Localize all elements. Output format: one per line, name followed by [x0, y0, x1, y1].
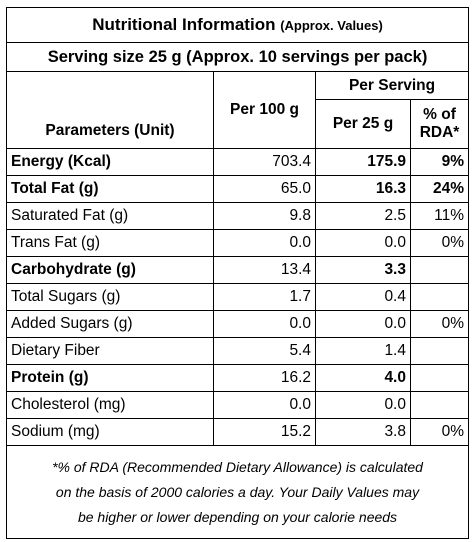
parameter: Dietary Fiber [6, 337, 214, 365]
per-100-value: 13.4 [213, 256, 316, 284]
per-25-value: 16.3 [315, 175, 411, 203]
footnote-line: on the basis of 2000 calories a day. You… [55, 483, 420, 500]
table-row: Protein (g) 16.2 4.0 [6, 364, 470, 392]
rda-header-bottom: RDA* [419, 124, 460, 141]
table-row: Sodium (mg) 15.2 3.8 0% [6, 418, 470, 446]
per-100-value: 5.4 [213, 337, 316, 365]
table-row: Total Sugars (g) 1.7 0.4 [6, 283, 470, 311]
per-100-value: 15.2 [213, 418, 316, 446]
rda-value: 0% [409, 229, 470, 257]
parameter: Energy (Kcal) [6, 148, 214, 176]
per-25-value: 4.0 [315, 364, 411, 392]
parameter: Total Fat (g) [6, 175, 214, 203]
serving-size: Serving size 25 g (Approx. 10 servings p… [5, 42, 470, 72]
footnote-row: *% of RDA (Recommended Dietary Allowance… [5, 445, 470, 539]
table-row: Energy (Kcal) 703.4 175.9 9% [6, 148, 470, 176]
table-row: Added Sugars (g) 0.0 0.0 0% [6, 310, 470, 338]
table-row: Carbohydrate (g) 13.4 3.3 [6, 256, 470, 284]
per-serving-header: Per Serving [314, 71, 470, 100]
per-25-value: 1.4 [315, 337, 411, 365]
rda-value [409, 256, 470, 284]
per-100-value: 0.0 [213, 229, 316, 257]
rda-value: 9% [409, 148, 470, 176]
parameters-header: Parameters (Unit) [6, 71, 214, 149]
parameter: Total Sugars (g) [6, 283, 214, 311]
parameter: Saturated Fat (g) [6, 202, 214, 230]
rda-value [409, 391, 470, 419]
per-100-value: 703.4 [213, 148, 316, 176]
per-100-value: 0.0 [213, 391, 316, 419]
per-100-header: Per 100 g [213, 71, 316, 149]
table-row: Trans Fat (g) 0.0 0.0 0% [6, 229, 470, 257]
per-25-value: 2.5 [315, 202, 411, 230]
per-100-value: 65.0 [213, 175, 316, 203]
title: Nutritional Information [92, 14, 276, 34]
parameter: Added Sugars (g) [6, 310, 214, 338]
per-25-value: 3.3 [315, 256, 411, 284]
rda-value [409, 337, 470, 365]
title-note: (Approx. Values) [280, 17, 383, 33]
table-row: Total Fat (g) 65.0 16.3 24% [6, 175, 470, 203]
per-25-value: 0.4 [315, 283, 411, 311]
rda-value: 24% [409, 175, 470, 203]
title-cell: Nutritional Information (Approx. Values) [5, 7, 470, 43]
per-25-value: 0.0 [315, 310, 411, 338]
per-25-header: Per 25 g [315, 99, 411, 149]
rda-value: 0% [409, 310, 470, 338]
per-100-value: 16.2 [213, 364, 316, 392]
rda-value [409, 364, 470, 392]
parameter: Carbohydrate (g) [6, 256, 214, 284]
rda-value [409, 283, 470, 311]
footnote-line: *% of RDA (Recommended Dietary Allowance… [52, 458, 423, 475]
per-25-value: 175.9 [315, 148, 411, 176]
nutrition-table: Nutritional Information (Approx. Values)… [5, 7, 470, 539]
parameter: Trans Fat (g) [6, 229, 214, 257]
rda-value: 0% [409, 418, 470, 446]
per-25-value: 0.0 [315, 391, 411, 419]
per-25-value: 0.0 [315, 229, 411, 257]
per-100-value: 1.7 [213, 283, 316, 311]
parameter: Sodium (mg) [6, 418, 214, 446]
table-row: Cholesterol (mg) 0.0 0.0 [6, 391, 470, 419]
footnote-line: be higher or lower depending on your cal… [77, 508, 398, 525]
table-row: Saturated Fat (g) 9.8 2.5 11% [6, 202, 470, 230]
rda-header-top: % of [423, 106, 456, 123]
footnote: *% of RDA (Recommended Dietary Allowance… [5, 445, 470, 539]
rda-header: % of RDA* [409, 99, 470, 149]
per-100-value: 0.0 [213, 310, 316, 338]
parameter: Protein (g) [6, 364, 214, 392]
per-25-value: 3.8 [315, 418, 411, 446]
rda-value: 11% [409, 202, 470, 230]
per-100-value: 9.8 [213, 202, 316, 230]
table-row: Dietary Fiber 5.4 1.4 [6, 337, 470, 365]
parameter: Cholesterol (mg) [6, 391, 214, 419]
